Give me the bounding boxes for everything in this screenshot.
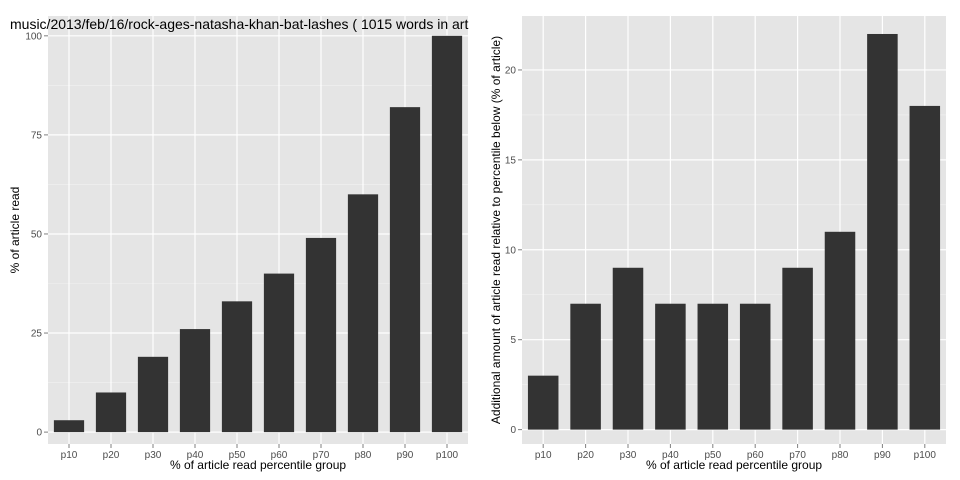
y-axis-title: Additional amount of article read relati… xyxy=(489,36,503,424)
bar-p70 xyxy=(305,237,337,433)
y-tick-label: 0 xyxy=(510,425,516,436)
bar-p50 xyxy=(697,303,729,430)
bar-p20 xyxy=(570,303,601,430)
y-tick-label: 25 xyxy=(31,329,43,340)
x-tick-label: p20 xyxy=(577,450,594,461)
y-tick-label: 75 xyxy=(31,130,43,141)
y-tick-label: 20 xyxy=(505,65,517,76)
x-tick-label: p70 xyxy=(313,450,330,461)
y-tick-label: 100 xyxy=(25,31,42,42)
bar-p40 xyxy=(179,329,211,433)
x-tick-label: p100 xyxy=(436,450,459,461)
x-tick-label: p90 xyxy=(397,450,414,461)
x-tick-label: p70 xyxy=(789,450,806,461)
x-tick-label: p60 xyxy=(271,450,288,461)
bar-p30 xyxy=(612,267,644,430)
y-axis-title: % of article read xyxy=(8,187,22,274)
x-axis-title: % of article read percentile group xyxy=(170,458,346,472)
bar-p50 xyxy=(221,301,253,433)
bar-p30 xyxy=(137,356,169,433)
x-tick-label: p80 xyxy=(832,450,849,461)
bar-p90 xyxy=(867,33,898,430)
bar-p60 xyxy=(739,303,771,430)
x-tick-label: p60 xyxy=(747,450,764,461)
x-tick-label: p20 xyxy=(103,450,120,461)
bar-p20 xyxy=(95,392,127,433)
x-axis-title: % of article read percentile group xyxy=(646,458,822,472)
x-tick-label: p40 xyxy=(662,450,679,461)
x-tick-label: p10 xyxy=(61,450,78,461)
bar-p100 xyxy=(909,105,941,430)
x-tick-label: p10 xyxy=(535,450,552,461)
bar-p10 xyxy=(527,375,559,430)
chart-title: music/2013/feb/16/rock-ages-natasha-khan… xyxy=(10,16,468,32)
bar-p10 xyxy=(53,420,85,433)
x-tick-label: p40 xyxy=(187,450,204,461)
x-tick-label: p30 xyxy=(145,450,162,461)
bar-p90 xyxy=(389,107,421,433)
bar-p100 xyxy=(431,35,463,433)
x-tick-label: p80 xyxy=(355,450,372,461)
x-tick-label: p90 xyxy=(874,450,891,461)
y-tick-label: 15 xyxy=(505,155,517,166)
y-tick-label: 5 xyxy=(510,335,516,346)
x-tick-label: p50 xyxy=(704,450,721,461)
bar-p80 xyxy=(824,231,856,430)
chart-panel-1: 0 25 50 75 100 p10 p20 p30 p40 p50 p60 p70 p80 p90 p10… xyxy=(8,16,468,472)
y-tick-label: 0 xyxy=(36,428,42,439)
bar-p60 xyxy=(263,273,295,433)
y-tick-label: 10 xyxy=(505,245,517,256)
y-tick-label: 50 xyxy=(31,229,43,240)
bar-p40 xyxy=(655,303,686,430)
x-tick-label: p50 xyxy=(229,450,246,461)
x-tick-label: p100 xyxy=(914,450,937,461)
bar-p70 xyxy=(782,267,813,430)
chart-panel-2: 0 5 10 15 20 p10 p20 p30 p40 p50 p60 p70 p80 p90 p100%… xyxy=(489,16,946,472)
bar-p80 xyxy=(347,194,379,433)
x-tick-label: p30 xyxy=(620,450,637,461)
